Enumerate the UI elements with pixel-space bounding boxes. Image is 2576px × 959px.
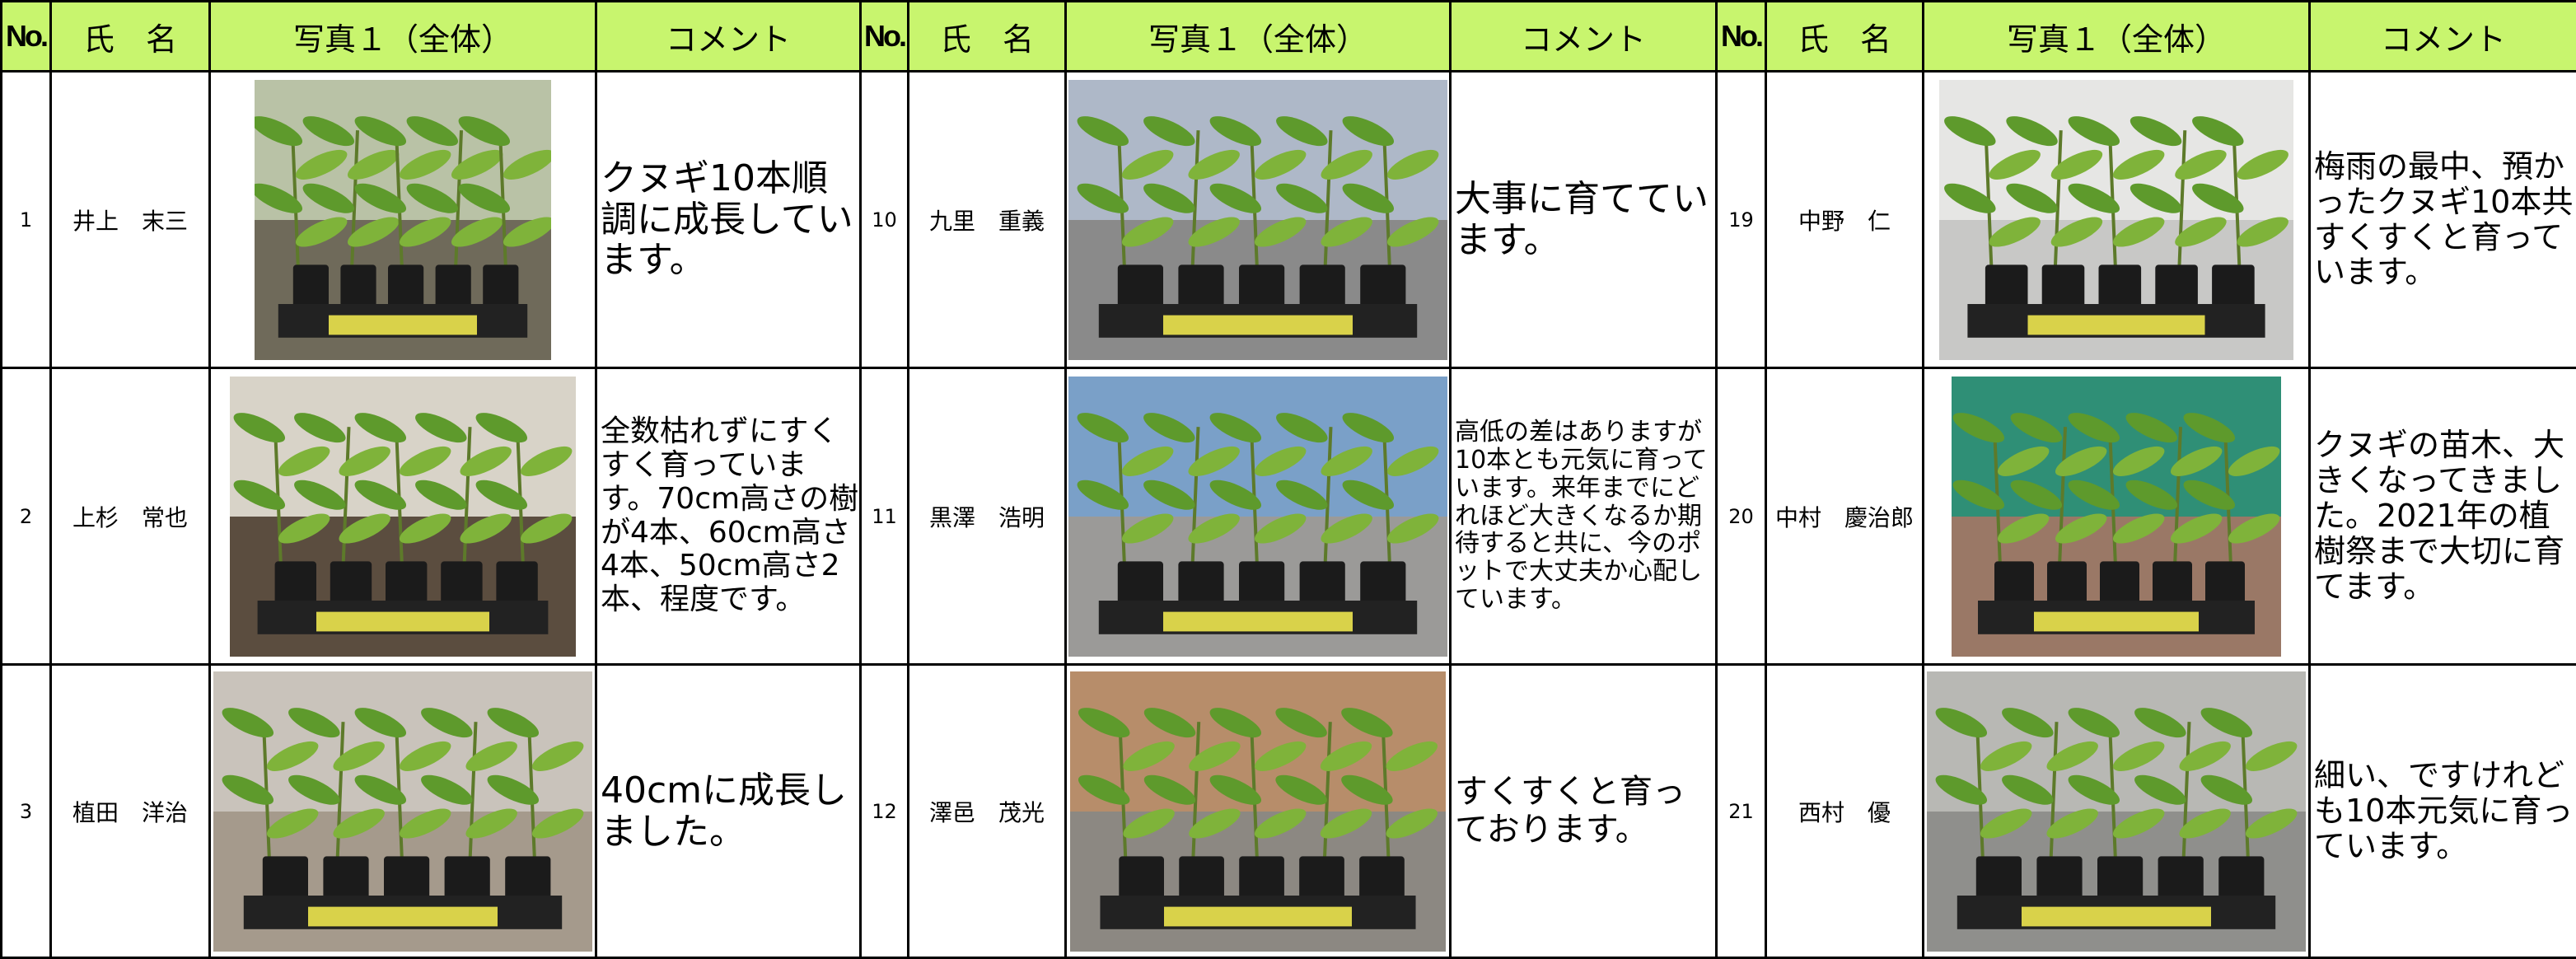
entry-comment: クヌギ10本順調に成長しています。 <box>595 70 862 369</box>
entry-number: 3 <box>0 663 52 959</box>
entry-comment: 全数枯れずにすくすく育っています。70cm高さの樹が4本、60cm高さ4本、50… <box>595 367 862 666</box>
entry-comment: すくすくと育っております。 <box>1449 663 1718 959</box>
photo-cell <box>1922 663 2311 959</box>
header-cell: 氏 名 <box>49 0 211 73</box>
entry-number: 11 <box>859 367 909 666</box>
header-cell: コメント <box>2308 0 2576 73</box>
entry-comment: 高低の差はありますが10本とも元気に育っています。来年までにどれほど大きくなるか… <box>1449 367 1718 666</box>
entry-number: 21 <box>1715 663 1767 959</box>
header-cell: 写真１（全体） <box>208 0 597 73</box>
entry-number: 20 <box>1715 367 1767 666</box>
photo-cell <box>1922 367 2311 666</box>
header-cell: 氏 名 <box>907 0 1067 73</box>
entry-name: 中野 仁 <box>1765 70 1924 369</box>
photo <box>1068 376 1447 657</box>
photo-cell <box>1064 70 1452 369</box>
photo <box>1927 671 2306 952</box>
table-row: 2 上杉 常也 全数枯れずにすくすく育っています。70cm高さの樹が4本、60cm高… <box>0 367 2576 666</box>
header-cell: No. <box>859 0 909 73</box>
photo-cell <box>208 663 597 959</box>
header-cell: No. <box>1715 0 1767 73</box>
photo-cell <box>1922 70 2311 369</box>
entry-comment: 40cmに成長しました。 <box>595 663 862 959</box>
photo-cell <box>1064 663 1452 959</box>
entry-number: 10 <box>859 70 909 369</box>
photo <box>1952 376 2281 657</box>
photo-cell <box>1064 367 1452 666</box>
entry-comment: 細い、ですけれども10本元気に育っています。 <box>2308 663 2576 959</box>
entry-comment: 大事に育てています。 <box>1449 70 1718 369</box>
photo <box>213 671 592 952</box>
table-row: 3 植田 洋治 40cmに成長しました。 12 澤邑 茂光 すくすくと育っております。 21… <box>0 663 2576 959</box>
header-cell: 写真１（全体） <box>1064 0 1452 73</box>
header-cell: コメント <box>595 0 862 73</box>
photo <box>230 376 576 657</box>
entry-name: 黒澤 浩明 <box>907 367 1067 666</box>
table-row: 1 井上 末三 クヌギ10本順調に成長しています。 10 九里 重義 大事に育てています。… <box>0 70 2576 369</box>
entry-name: 井上 末三 <box>49 70 211 369</box>
entry-name: 澤邑 茂光 <box>907 663 1067 959</box>
photo <box>1068 79 1447 360</box>
entry-name: 九里 重義 <box>907 70 1067 369</box>
entry-number: 19 <box>1715 70 1767 369</box>
entry-comment: クヌギの苗木、大きくなってきました。2021年の植樹祭まで大切に育てます。 <box>2308 367 2576 666</box>
entry-name: 上杉 常也 <box>49 367 211 666</box>
photo <box>255 79 551 360</box>
entry-number: 2 <box>0 367 52 666</box>
header-row: No. 氏 名写真１（全体） コメント No. 氏 名写真１（全体） コメント No. 氏 名… <box>0 0 2576 73</box>
photo-cell <box>208 70 597 369</box>
header-cell: No. <box>0 0 52 73</box>
photo <box>1070 671 1446 952</box>
table-body: 1 井上 末三 クヌギ10本順調に成長しています。 10 九里 重義 大事に育てています。… <box>0 70 2576 959</box>
entry-number: 12 <box>859 663 909 959</box>
entry-name: 植田 洋治 <box>49 663 211 959</box>
header-cell: コメント <box>1449 0 1718 73</box>
entry-number: 1 <box>0 70 52 369</box>
header-cell: 写真１（全体） <box>1922 0 2311 73</box>
entry-comment: 梅雨の最中、預かったクヌギ10本共すくすくと育っています。 <box>2308 70 2576 369</box>
header-cell: 氏 名 <box>1765 0 1924 73</box>
entry-name: 西村 優 <box>1765 663 1924 959</box>
photo-cell <box>208 367 597 666</box>
entry-name: 中村 慶治郎 <box>1765 367 1924 666</box>
photo <box>1939 79 2293 360</box>
